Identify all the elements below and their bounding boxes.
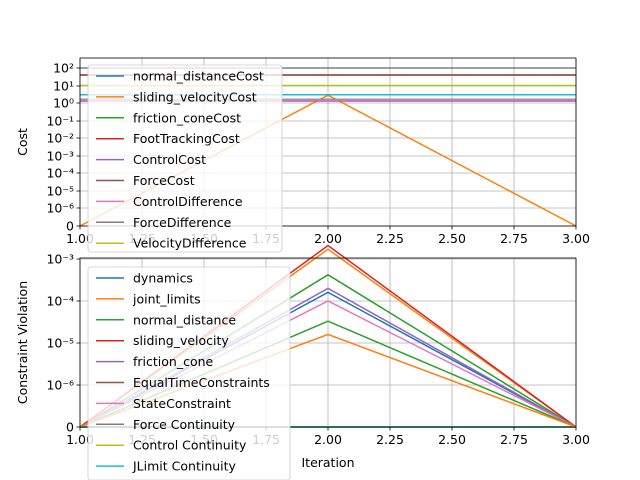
legend-label: Force Continuity [133,417,236,432]
x-tick-label: 2.00 [314,432,342,447]
x-tick-label: 2.75 [500,231,528,246]
legend-label: friction_cone [133,354,214,369]
x-tick-label: 2.00 [314,231,342,246]
y-tick-label: 10⁰ [53,96,74,111]
legend-label: joint_limits [132,291,201,306]
y-tick-label: 10⁻⁶ [46,201,74,216]
x-tick-label: 3.00 [562,231,590,246]
legend-label: sliding_velocity [133,333,229,348]
legend-label: StateConstraint [133,396,231,411]
x-tick-label: 2.25 [376,231,404,246]
x-axis-label: Iteration [301,455,354,470]
legend-label: ControlDifference [133,194,243,209]
legend-label: friction_coneCost [133,110,241,125]
legend-label: JLimit Continuity [132,459,237,474]
legend-label: normal_distanceCost [133,69,264,84]
legend-1: normal_distanceCost sliding_velocityCostf… [87,64,283,253]
legend-label: dynamics [133,271,193,286]
y-tick-label: 10¹ [53,79,74,94]
x-tick-label: 2.75 [500,432,528,447]
y-tick-label: 0 [66,219,74,234]
y-tick-label: 10⁻³ [46,149,74,164]
legend-label: ControlCost [133,152,206,167]
x-tick-label: 2.25 [376,432,404,447]
y-tick-label: 10⁻⁵ [46,336,74,351]
y-tick-label: 10⁻⁴ [46,294,74,309]
panel-2: 1.001.251.501.752.002.252.502.753.00010⁻… [15,244,590,470]
x-tick-label: 1.00 [66,432,94,447]
y-axis-label: Constraint Violation [15,281,30,404]
x-tick-label: 2.50 [438,231,466,246]
legend-label: ForceCost [133,173,195,188]
y-tick-label: 0 [66,420,74,435]
y-axis-label: Cost [15,128,30,156]
y-tick-label: 10⁻⁶ [46,378,74,393]
y-tick-label: 10² [53,61,74,76]
legend-label: FootTrackingCost [133,131,240,146]
legend-label: Control Continuity [133,438,247,453]
x-tick-label: 3.00 [562,432,590,447]
x-tick-label: 2.50 [438,432,466,447]
legend-label: sliding_velocityCost [133,89,257,104]
legend-box [87,64,283,253]
y-tick-label: 10⁻² [46,131,74,146]
y-tick-label: 10⁻⁴ [46,166,74,181]
legend-2: dynamics joint_limits normal_distanceslidi… [87,266,291,480]
legend-label: normal_distance [133,312,236,327]
y-tick-label: 10⁻¹ [46,114,74,129]
legend-box [87,266,291,480]
legend-label: EqualTimeConstraints [133,375,270,390]
y-tick-label: 10⁻⁵ [46,184,74,199]
y-tick-label: 10⁻³ [46,252,74,267]
x-tick-label: 1.00 [66,231,94,246]
legend-label: ForceDifference [133,215,232,230]
legend-label: VelocityDifference [133,236,247,251]
